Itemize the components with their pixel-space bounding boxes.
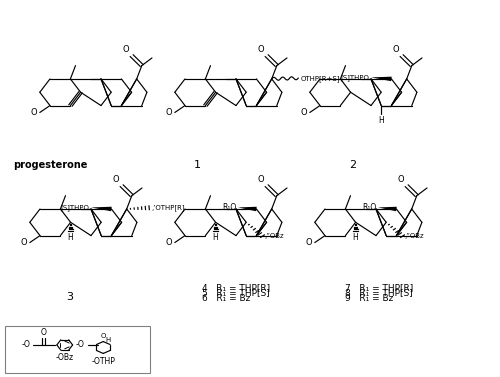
Text: [S]THPO: [S]THPO bbox=[60, 204, 89, 211]
Text: -OTHP: -OTHP bbox=[92, 357, 115, 366]
Text: O: O bbox=[300, 108, 308, 117]
Text: H: H bbox=[352, 233, 358, 242]
Polygon shape bbox=[371, 77, 392, 81]
Text: 3: 3 bbox=[66, 292, 73, 302]
Polygon shape bbox=[378, 207, 396, 211]
Text: 6   R₁ = Bz: 6 R₁ = Bz bbox=[202, 294, 251, 303]
Text: [S]THPO: [S]THPO bbox=[340, 74, 369, 81]
Text: O: O bbox=[41, 328, 46, 337]
Text: ,’OTHP[R]: ,’OTHP[R] bbox=[151, 204, 185, 211]
Text: 8   R₁ = THP[S]: 8 R₁ = THP[S] bbox=[345, 288, 413, 297]
Text: ,”OBz: ,”OBz bbox=[264, 233, 284, 239]
Text: progesterone: progesterone bbox=[13, 160, 87, 170]
Text: -OBz: -OBz bbox=[56, 352, 74, 362]
Text: 4   R₁ = THP[R]: 4 R₁ = THP[R] bbox=[202, 283, 270, 292]
Text: -O: -O bbox=[21, 340, 30, 349]
Bar bbox=[5, 326, 150, 373]
Text: O: O bbox=[258, 45, 264, 54]
Text: H: H bbox=[212, 233, 218, 242]
Text: 9   R₁ = Bz: 9 R₁ = Bz bbox=[345, 294, 394, 303]
Text: O: O bbox=[100, 333, 106, 339]
Text: O: O bbox=[258, 175, 264, 184]
Text: 7   R₁ = THP[R]: 7 R₁ = THP[R] bbox=[345, 283, 414, 292]
Text: O: O bbox=[113, 175, 119, 184]
Polygon shape bbox=[91, 207, 112, 211]
Text: O: O bbox=[20, 238, 28, 247]
Polygon shape bbox=[238, 207, 256, 211]
Text: 2: 2 bbox=[349, 160, 356, 170]
Text: 5   R₁ = THP[S]: 5 R₁ = THP[S] bbox=[202, 288, 270, 297]
Text: H: H bbox=[105, 337, 110, 343]
Text: H: H bbox=[378, 116, 384, 125]
Text: R₁O: R₁O bbox=[222, 203, 236, 212]
Text: O: O bbox=[123, 45, 130, 54]
Text: 1: 1 bbox=[194, 160, 201, 170]
Text: O: O bbox=[30, 108, 38, 117]
Text: H: H bbox=[68, 233, 73, 242]
Text: O: O bbox=[166, 238, 172, 247]
Text: ,”OBz: ,”OBz bbox=[404, 233, 424, 239]
Text: OTHP[R+S]: OTHP[R+S] bbox=[300, 75, 340, 81]
Text: -O: -O bbox=[76, 340, 85, 349]
Text: R₁O: R₁O bbox=[362, 203, 376, 212]
Text: O: O bbox=[166, 108, 172, 117]
Text: O: O bbox=[306, 238, 312, 247]
Text: O: O bbox=[398, 175, 404, 184]
Text: O: O bbox=[393, 45, 400, 54]
